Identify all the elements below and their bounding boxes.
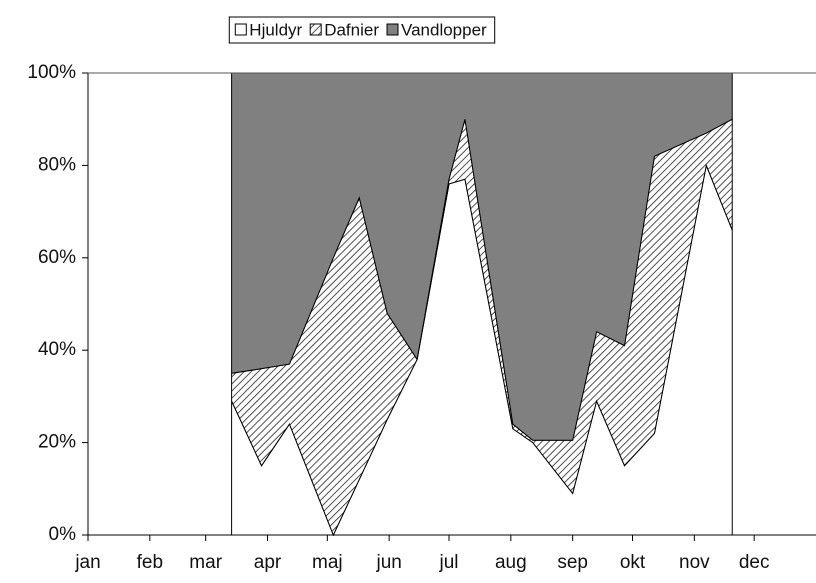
legend-box (228, 16, 496, 44)
y-tick-label: 0% (49, 524, 77, 545)
x-tick-label: aug (495, 552, 527, 573)
y-tick-label: 20% (38, 432, 76, 453)
legend-label: Vandlopper (401, 20, 487, 39)
x-tick-label: jun (375, 552, 401, 573)
y-tick-label: 60% (38, 247, 76, 268)
x-tick-label: jul (439, 552, 459, 573)
x-tick-label: jan (74, 552, 100, 573)
x-tick-label: maj (312, 552, 343, 573)
x-tick-label: mar (189, 552, 222, 573)
y-tick-label: 80% (38, 154, 76, 175)
y-tick-label: 100% (27, 62, 76, 83)
x-tick-label: feb (137, 552, 163, 573)
legend: Hjuldyr Dafnier Vandlopper (228, 16, 496, 44)
x-tick-label: okt (620, 552, 646, 573)
x-tick-label: nov (679, 552, 710, 573)
legend-label: Dafnier (324, 20, 379, 39)
legend-swatch (386, 23, 399, 36)
legend-swatch (234, 23, 247, 36)
legend-swatch (309, 23, 322, 36)
y-tick-label: 40% (38, 339, 76, 360)
x-tick-label: apr (254, 552, 282, 573)
x-tick-label: sep (557, 552, 588, 573)
x-tick-label: dec (739, 552, 770, 573)
legend-label: Hjuldyr (249, 20, 302, 39)
